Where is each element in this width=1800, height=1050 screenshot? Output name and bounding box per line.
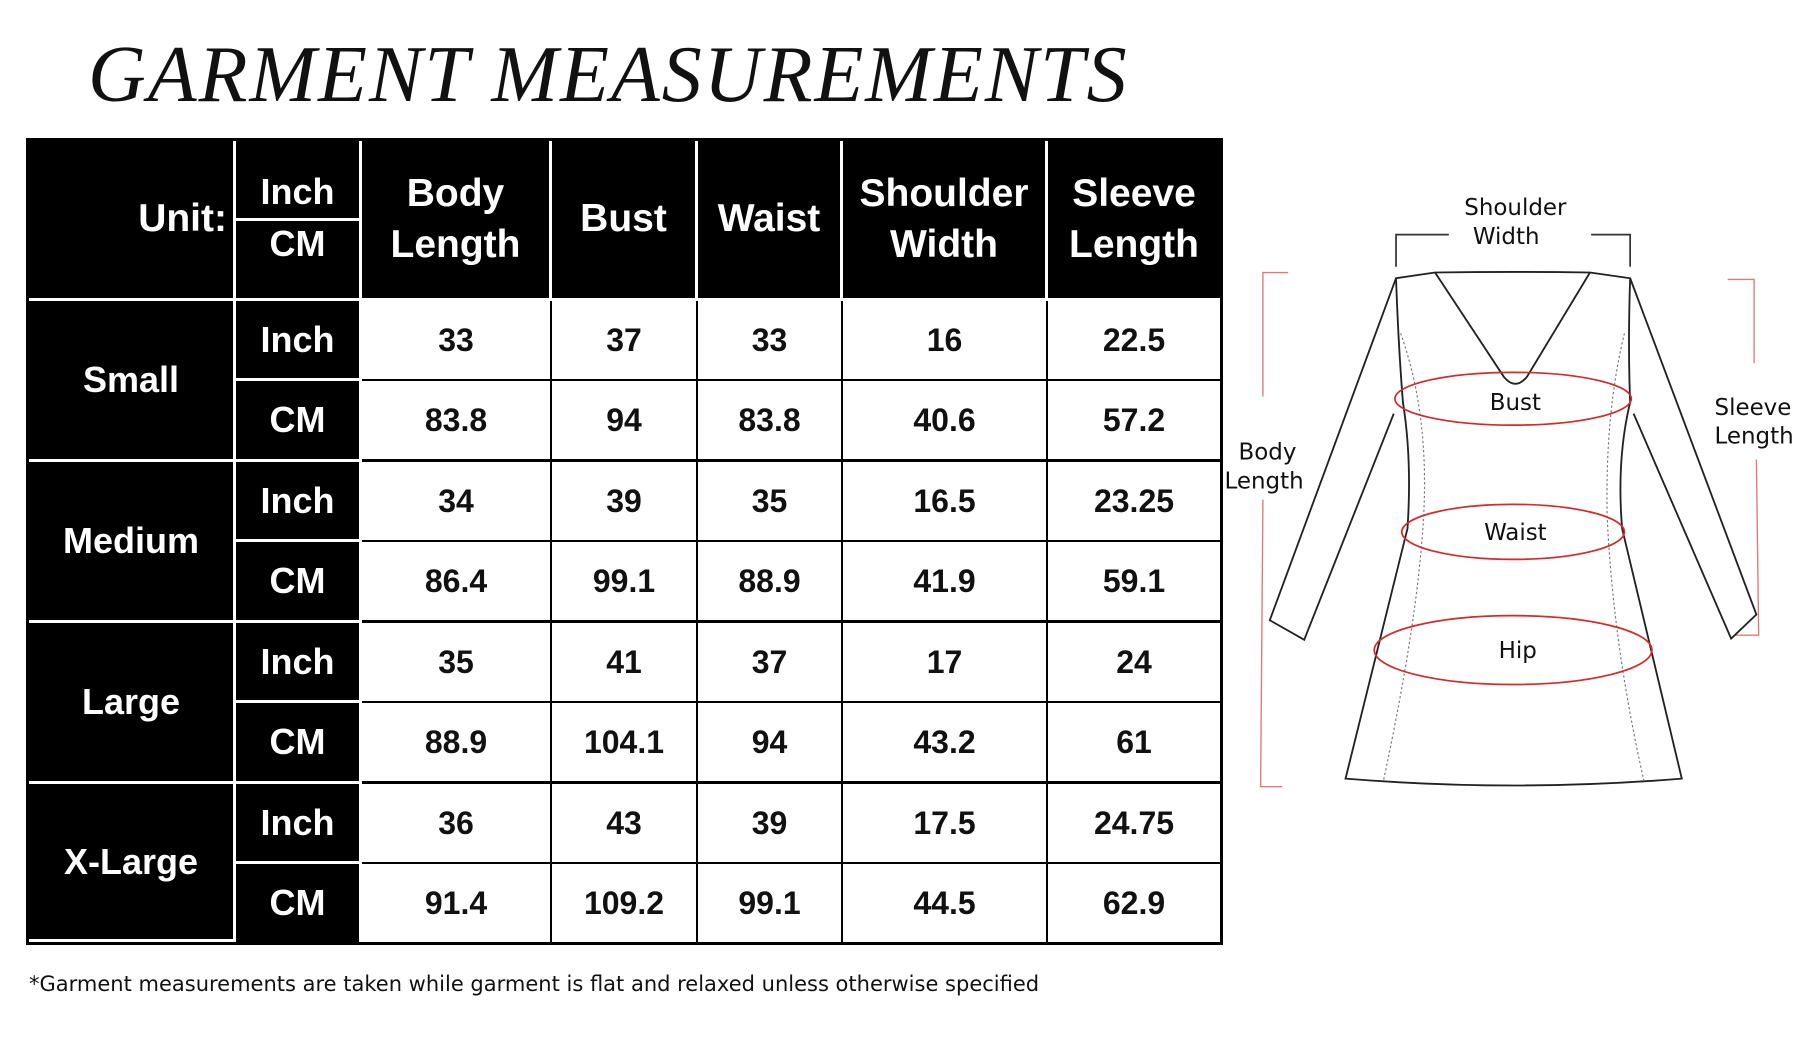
cell-sleeve-length: 24.75 xyxy=(1048,784,1220,864)
cell-waist: 37 xyxy=(698,623,843,703)
cell-waist: 88.9 xyxy=(698,542,843,623)
unit-label: Inch xyxy=(236,784,362,864)
cell-body-length: 34 xyxy=(362,462,552,542)
cell-body-length: 83.8 xyxy=(362,381,552,462)
left-sleeve xyxy=(1268,277,1397,642)
cell-waist: 35 xyxy=(698,462,843,542)
footnote: *Garment measurements are taken while ga… xyxy=(29,972,1040,996)
size-label: Medium xyxy=(29,462,236,623)
cell-waist: 33 xyxy=(698,301,843,381)
cell-bust: 104.1 xyxy=(552,703,698,784)
hip-measure-ellipse xyxy=(1373,614,1653,686)
right-seam xyxy=(1606,333,1645,782)
cell-body-length: 86.4 xyxy=(362,542,552,623)
hip-label: Hip xyxy=(1499,638,1537,664)
cell-sleeve-length: 22.5 xyxy=(1048,301,1220,381)
cell-sleeve-length: 59.1 xyxy=(1048,542,1220,623)
unit-label: Inch xyxy=(236,462,362,542)
cell-shoulder-width: 43.2 xyxy=(843,703,1048,784)
bust-measure-ellipse xyxy=(1394,371,1633,427)
cell-waist: 83.8 xyxy=(698,381,843,462)
cell-bust: 37 xyxy=(552,301,698,381)
cell-shoulder-width: 16 xyxy=(843,301,1048,381)
cell-sleeve-length: 62.9 xyxy=(1048,864,1220,942)
left-seam xyxy=(1382,333,1426,782)
header-row: Unit: Inch CM Body Length Bust Waist Sho… xyxy=(29,141,1220,301)
table-row: Small Inch 33 37 33 16 22.5 xyxy=(29,301,1220,462)
cell-body-length: 36 xyxy=(362,784,552,864)
body-length-bracket xyxy=(1259,271,1289,788)
cell-bust: 41 xyxy=(552,623,698,703)
column-header-bust: Bust xyxy=(552,141,698,301)
table-row: CM 88.9 104.1 94 43.2 61 xyxy=(29,703,1220,784)
neckline xyxy=(1434,272,1591,385)
cell-shoulder-width: 44.5 xyxy=(843,864,1048,942)
size-label: Large xyxy=(29,623,236,784)
unit-label: CM xyxy=(236,542,362,623)
column-header-sleeve-length: Sleeve Length xyxy=(1048,141,1220,301)
cell-body-length: 33 xyxy=(362,301,552,381)
sleeve-length-bracket xyxy=(1727,278,1760,636)
cell-bust: 43 xyxy=(552,784,698,864)
cell-sleeve-length: 24 xyxy=(1048,623,1220,703)
cell-shoulder-width: 16.5 xyxy=(843,462,1048,542)
cell-shoulder-width: 41.9 xyxy=(843,542,1048,623)
right-sleeve xyxy=(1629,277,1758,641)
unit-option-cm: CM xyxy=(269,223,326,264)
shoulder-width-label-2: Width xyxy=(1473,224,1540,250)
cell-bust: 99.1 xyxy=(552,542,698,623)
table-row: CM 86.4 99.1 88.9 41.9 59.1 xyxy=(29,542,1220,623)
cell-body-length: 88.9 xyxy=(362,703,552,784)
cell-bust: 39 xyxy=(552,462,698,542)
cell-bust: 94 xyxy=(552,381,698,462)
cell-shoulder-width: 17 xyxy=(843,623,1048,703)
cell-shoulder-width: 17.5 xyxy=(843,784,1048,864)
table-row: Large Inch 35 41 37 17 24 xyxy=(29,623,1220,784)
page-title: GARMENT MEASUREMENTS xyxy=(88,31,1129,119)
size-label: Small xyxy=(29,301,236,462)
cell-sleeve-length: 23.25 xyxy=(1048,462,1220,542)
unit-label: CM xyxy=(236,864,362,942)
cell-body-length: 91.4 xyxy=(362,864,552,942)
table-row: CM 83.8 94 83.8 40.6 57.2 xyxy=(29,381,1220,462)
body-length-label-2: Length xyxy=(1224,468,1303,494)
bust-label: Bust xyxy=(1490,390,1541,416)
waist-measure-ellipse xyxy=(1400,503,1626,561)
sleeve-length-label-1: Sleeve xyxy=(1715,395,1792,421)
waist-label: Waist xyxy=(1484,520,1547,546)
cell-shoulder-width: 40.6 xyxy=(843,381,1048,462)
garment-diagram: Shoulder Width Body Length Sleeve Length… xyxy=(1224,195,1794,788)
table-row: CM 91.4 109.2 99.1 44.5 62.9 xyxy=(29,864,1220,942)
body-length-label-1: Body xyxy=(1239,440,1297,466)
table-row: X-Large Inch 36 43 39 17.5 24.75 xyxy=(29,784,1220,942)
cell-waist: 99.1 xyxy=(698,864,843,942)
cell-body-length: 35 xyxy=(362,623,552,703)
unit-label: Unit: xyxy=(29,141,236,301)
shoulder-width-bracket xyxy=(1395,233,1632,267)
column-header-body-length: Body Length xyxy=(362,141,552,301)
unit-option-inch: Inch xyxy=(236,141,359,221)
column-header-waist: Waist xyxy=(698,141,843,301)
table-body: Small Inch 33 37 33 16 22.5 CM 83.8 94 83.8 40.6 57.… xyxy=(29,301,1220,942)
size-chart-table: Unit: Inch CM Body Length Bust Waist Sho… xyxy=(26,138,1223,945)
unit-label: CM xyxy=(236,381,362,462)
size-label: X-Large xyxy=(29,784,236,942)
unit-label: CM xyxy=(236,703,362,784)
unit-toggle: Inch CM xyxy=(236,141,362,301)
column-header-shoulder-width: Shoulder Width xyxy=(843,141,1048,301)
table-row: Medium Inch 34 39 35 16.5 23.25 xyxy=(29,462,1220,623)
cell-bust: 109.2 xyxy=(552,864,698,942)
unit-label: Inch xyxy=(236,623,362,703)
sleeve-length-label-2: Length xyxy=(1715,424,1794,450)
cell-waist: 94 xyxy=(698,703,843,784)
cell-sleeve-length: 57.2 xyxy=(1048,381,1220,462)
cell-sleeve-length: 61 xyxy=(1048,703,1220,784)
shoulder-width-label-1: Shoulder xyxy=(1464,195,1567,221)
unit-label: Inch xyxy=(236,301,362,381)
cell-waist: 39 xyxy=(698,784,843,864)
